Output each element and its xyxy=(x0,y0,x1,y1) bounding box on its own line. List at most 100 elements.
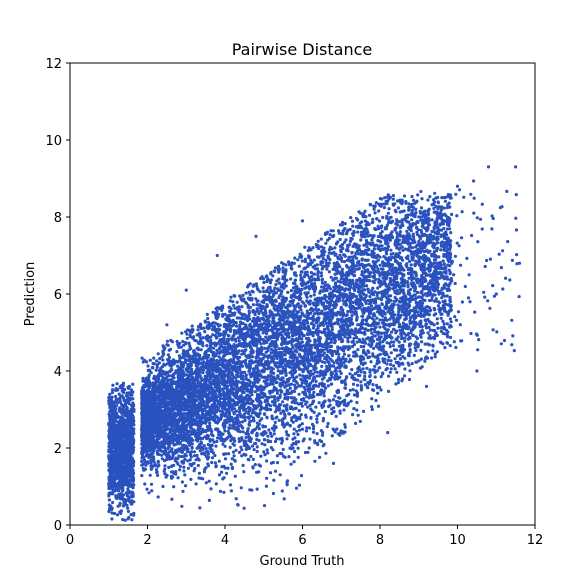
scatter-point xyxy=(110,399,114,403)
scatter-point xyxy=(129,425,133,429)
scatter-point xyxy=(131,401,135,405)
scatter-point xyxy=(317,401,321,405)
scatter-point xyxy=(301,370,305,374)
scatter-point xyxy=(300,270,304,274)
scatter-point xyxy=(366,287,370,291)
scatter-point xyxy=(131,448,136,452)
scatter-point xyxy=(289,289,293,293)
scatter-point xyxy=(237,439,241,444)
scatter-point xyxy=(115,382,119,386)
scatter-point xyxy=(108,507,112,511)
scatter-point xyxy=(112,480,116,484)
scatter-point xyxy=(305,295,309,299)
scatter-point xyxy=(338,237,342,242)
scatter-point xyxy=(300,427,305,431)
scatter-point xyxy=(298,428,302,432)
scatter-point xyxy=(315,432,319,436)
scatter-point xyxy=(183,457,187,461)
scatter-point xyxy=(229,295,233,299)
scatter-point xyxy=(107,503,111,507)
scatter-point xyxy=(125,406,129,410)
scatter-point xyxy=(194,482,198,486)
scatter-point xyxy=(116,481,120,485)
scatter-point xyxy=(363,374,367,378)
scatter-point xyxy=(356,383,360,387)
scatter-point xyxy=(131,382,135,386)
scatter-point xyxy=(355,400,359,405)
scatter-point xyxy=(121,441,125,445)
scatter-point xyxy=(165,339,169,343)
scatter-point xyxy=(120,497,124,501)
scatter-point xyxy=(352,229,356,233)
scatter-point xyxy=(117,392,121,396)
scatter-point xyxy=(114,486,118,490)
scatter-point xyxy=(265,476,269,480)
scatter-point xyxy=(389,359,393,363)
scatter-point xyxy=(355,318,359,322)
scatter-point xyxy=(110,428,114,432)
scatter-point xyxy=(108,392,112,396)
scatter-point xyxy=(254,297,258,301)
scatter-point xyxy=(118,466,122,470)
scatter-point xyxy=(120,474,124,478)
scatter-point xyxy=(426,198,430,202)
scatter-point xyxy=(246,285,250,289)
scatter-point xyxy=(321,257,325,261)
scatter-point xyxy=(446,263,450,267)
scatter-point xyxy=(240,454,244,458)
scatter-point xyxy=(391,194,395,198)
scatter-point xyxy=(125,482,129,486)
scatter-point xyxy=(235,324,239,328)
scatter-point xyxy=(268,471,273,475)
scatter-point xyxy=(398,230,402,234)
scatter-point xyxy=(252,419,256,423)
scatter-point xyxy=(433,255,437,259)
scatter-point xyxy=(114,399,118,403)
scatter-point xyxy=(420,340,424,344)
scatter-point xyxy=(186,459,190,463)
scatter-point xyxy=(131,479,135,483)
scatter-point xyxy=(116,489,121,493)
scatter-point xyxy=(115,496,119,501)
scatter-point xyxy=(272,478,276,482)
scatter-point xyxy=(126,478,130,482)
scatter-point xyxy=(443,199,447,203)
scatter-point xyxy=(251,466,255,470)
scatter-point xyxy=(123,435,127,439)
scatter-point xyxy=(356,378,360,382)
scatter-point xyxy=(113,489,117,493)
scatter-point xyxy=(288,406,292,411)
scatter-point xyxy=(243,317,247,321)
scatter-point xyxy=(161,358,165,362)
scatter-point xyxy=(121,431,125,435)
scatter-point xyxy=(329,275,333,279)
scatter-point xyxy=(395,370,399,374)
scatter-point xyxy=(273,469,278,473)
scatter-point xyxy=(192,454,197,458)
scatter-point xyxy=(264,335,268,339)
scatter-point xyxy=(432,250,437,254)
scatter-point xyxy=(107,498,111,502)
scatter-point xyxy=(116,504,120,508)
scatter-point xyxy=(185,336,189,340)
scatter-point xyxy=(315,420,319,424)
scatter-point xyxy=(449,320,453,324)
scatter-point xyxy=(108,431,112,435)
scatter-point xyxy=(296,455,300,459)
scatter-point xyxy=(299,273,303,277)
scatter-point xyxy=(237,339,241,343)
scatter-point xyxy=(376,404,381,408)
scatter-point xyxy=(132,500,136,504)
scatter-point xyxy=(198,506,202,510)
scatter-point xyxy=(123,402,127,407)
scatter-point xyxy=(118,400,122,404)
scatter-point xyxy=(265,448,269,452)
scatter-point xyxy=(108,445,112,449)
scatter-point xyxy=(330,359,334,363)
scatter-point xyxy=(355,335,359,340)
scatter-point xyxy=(124,491,129,495)
scatter-point xyxy=(120,389,124,393)
scatter-point xyxy=(206,320,211,324)
scatter-point xyxy=(428,195,432,199)
scatter-point xyxy=(407,276,411,280)
